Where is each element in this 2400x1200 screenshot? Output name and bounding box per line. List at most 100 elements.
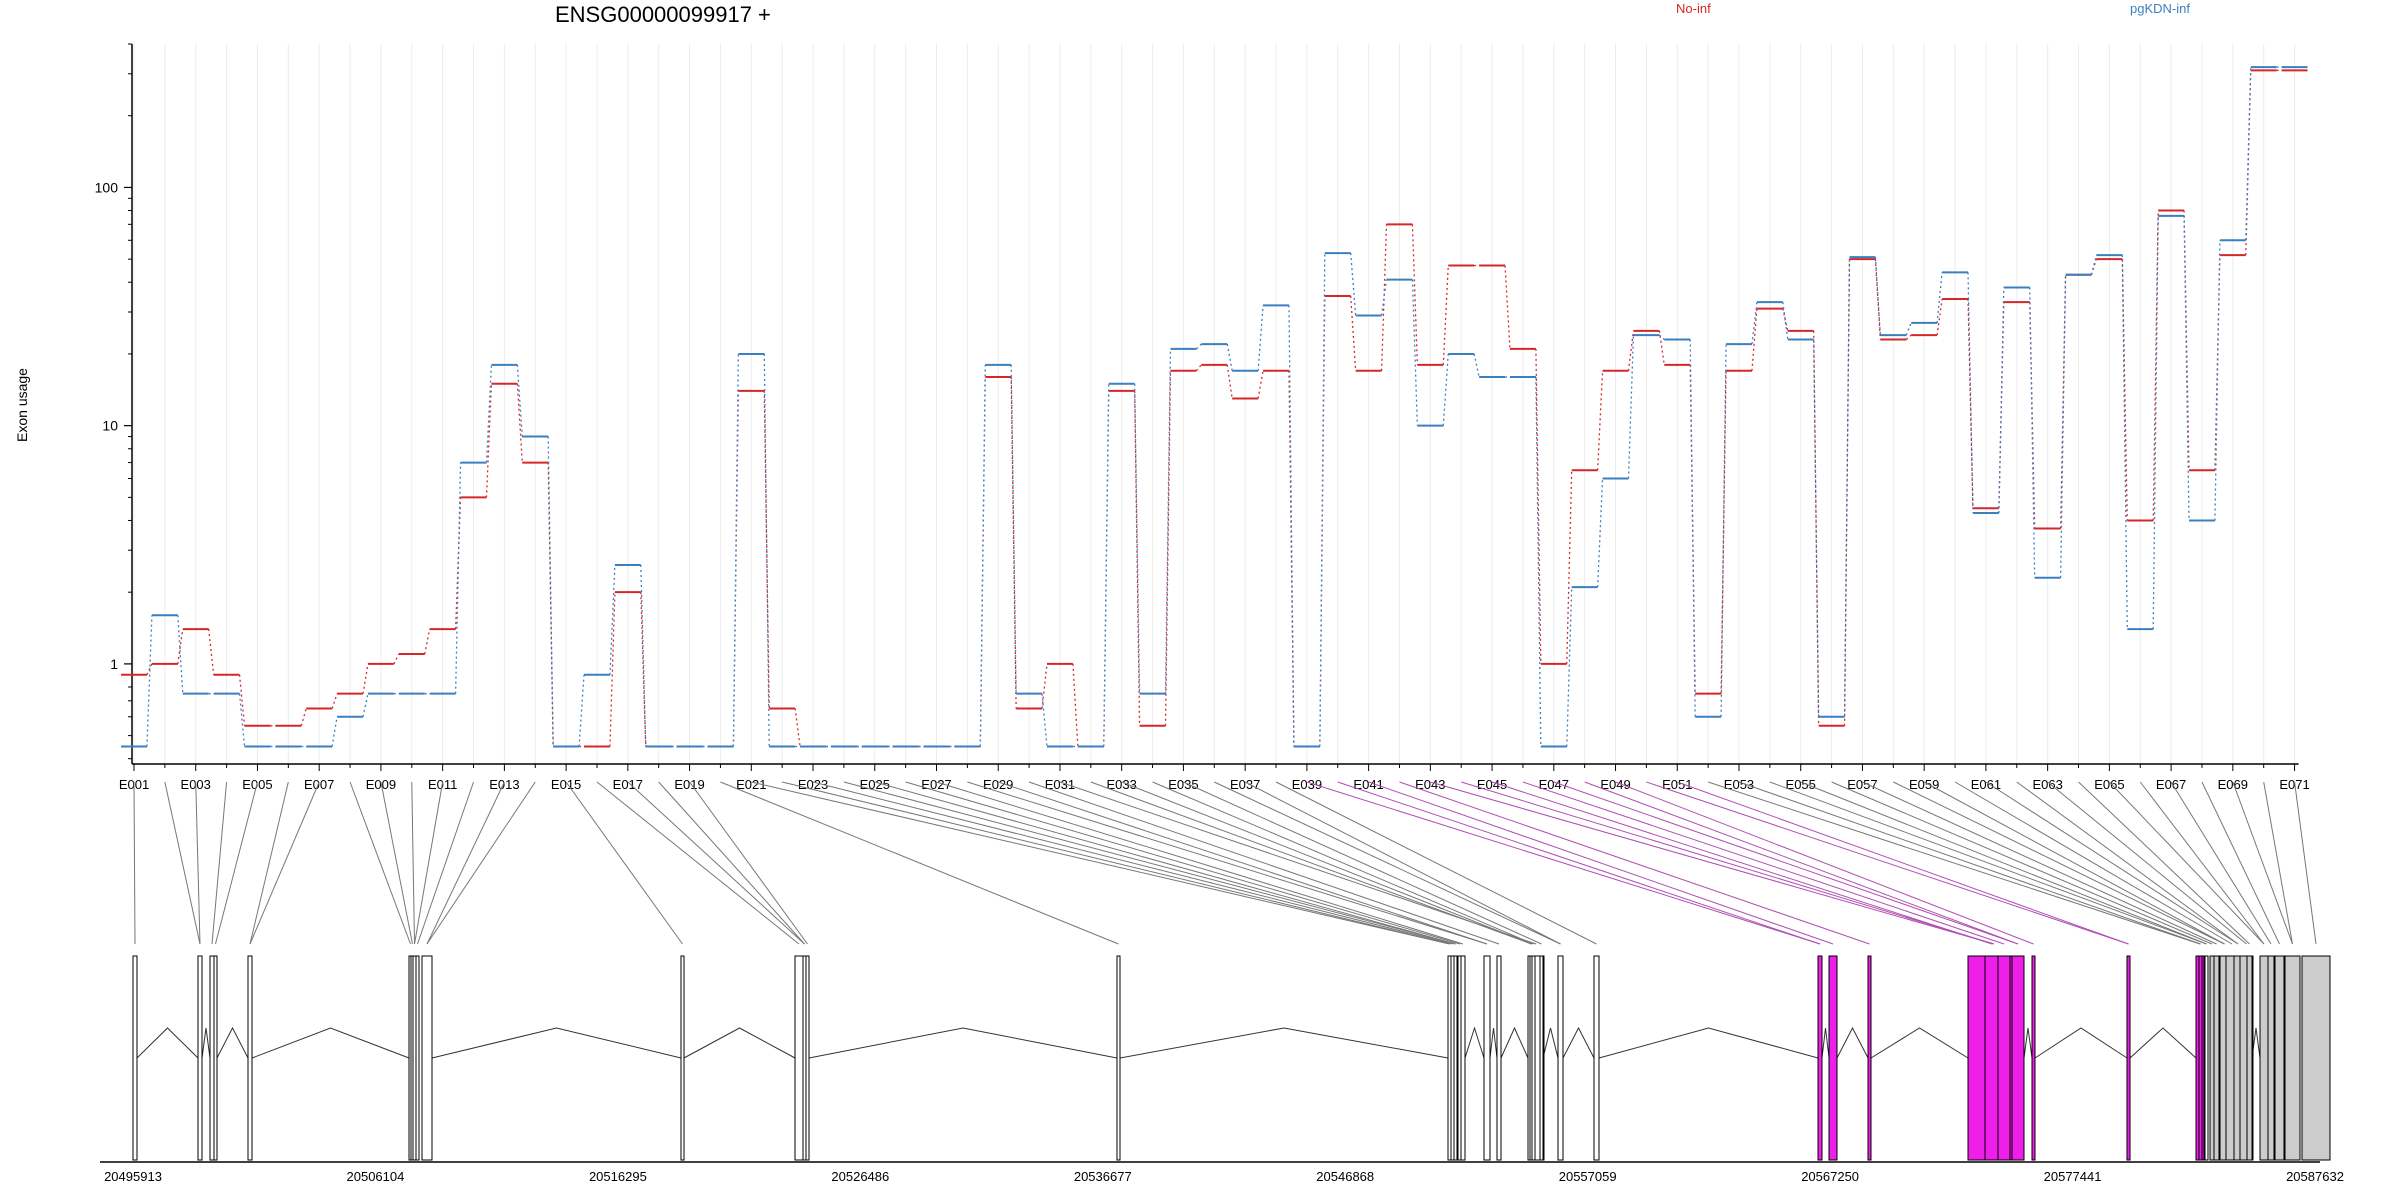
series-connector (1720, 370, 1727, 694)
intron-line (201, 1027, 211, 1059)
exon-connector (1214, 781, 1561, 945)
exon-box (213, 955, 218, 1161)
exon-connector (1461, 781, 1995, 945)
exon-connector (596, 781, 800, 945)
exon-connector (1893, 781, 2225, 945)
series-connector (2059, 274, 2067, 578)
exon-connector (1306, 781, 1821, 945)
series-connector (979, 364, 986, 747)
exon-connector (1275, 781, 1597, 945)
exon-connector (874, 781, 1456, 945)
genomic-tick-label: 20546868 (1316, 1169, 1374, 1184)
genomic-tick-label: 20516295 (589, 1169, 647, 1184)
exon-box (1997, 955, 2011, 1161)
exon-connector (905, 781, 1461, 945)
series-connector (732, 390, 739, 747)
exon-connector (1954, 781, 2233, 945)
series-connector (1257, 305, 1264, 371)
series-connector (1720, 344, 1727, 717)
series-connector (1874, 259, 1882, 340)
genomic-tick-label: 20577441 (2044, 1169, 2102, 1184)
exon-connector (751, 781, 1450, 945)
series-connector (1072, 663, 1079, 747)
x-tick-label: E033 (1107, 777, 1137, 792)
x-tick-label: E051 (1662, 777, 1692, 792)
exon-connector (1707, 781, 2201, 945)
series-connector (331, 693, 338, 709)
series-connector (2245, 67, 2252, 241)
exon-connector (812, 781, 1453, 945)
exon-connector (1244, 781, 1561, 945)
series-connector (1411, 224, 1419, 365)
gene-model (132, 955, 2331, 1161)
series-connector (1103, 390, 1110, 747)
x-tick-label: E069 (2218, 777, 2248, 792)
series-pgkdn-inf (121, 66, 2308, 748)
chart-title: ENSG00000099917 + (555, 2, 771, 27)
x-tick-label: E065 (2094, 777, 2124, 792)
series-connector (1905, 334, 1912, 340)
series-connector (1535, 348, 1542, 664)
exon-box (1453, 955, 1458, 1161)
series-connector (208, 629, 215, 675)
exon-connector (215, 781, 258, 945)
x-tick-label: E057 (1847, 777, 1877, 792)
exon-connector (1923, 781, 2225, 945)
genomic-tick-label: 20567250 (1801, 1169, 1859, 1184)
series-connector (1195, 343, 1202, 350)
exon-connector (380, 781, 413, 945)
exon-connectors (133, 781, 2317, 945)
series-connector (1134, 383, 1141, 694)
series-connector (1782, 308, 1789, 331)
series-connector (393, 653, 400, 665)
exon-box (2209, 955, 2215, 1161)
exon-box (1593, 955, 1600, 1161)
series-connector (1195, 364, 1202, 372)
x-tick-label: E013 (489, 777, 519, 792)
series-connector (362, 693, 369, 717)
exon-connector (2139, 781, 2265, 945)
intron-line (1562, 1026, 1595, 1059)
series-connector (1566, 470, 1573, 664)
exon-connector (195, 781, 201, 945)
exon-connector (1769, 781, 2207, 945)
exon-connector (1399, 781, 1870, 945)
x-tick-label: E031 (1045, 777, 1075, 792)
exon-connector (998, 781, 1488, 945)
exon-connector (349, 781, 411, 945)
exon-connector (133, 781, 136, 945)
exon-connector (2294, 781, 2317, 945)
exon-connector (967, 781, 1488, 945)
series-connector (2090, 254, 2098, 275)
exon-connector (2078, 781, 2250, 945)
exon-connector (1615, 781, 2034, 945)
exon-box (794, 955, 804, 1161)
exon-box (2011, 955, 2025, 1161)
series-connector (609, 592, 616, 747)
y-tick-label: 1 (110, 656, 118, 672)
intron-line (808, 1027, 1118, 1059)
exon-connector (1584, 781, 2019, 945)
exon-connector (1368, 781, 1834, 945)
x-tick-label: E005 (242, 777, 272, 792)
x-tick-label: E035 (1168, 777, 1198, 792)
series-connector (2152, 215, 2159, 630)
intron-line (136, 1027, 199, 1059)
series-connector (1041, 693, 1048, 747)
intron-line (251, 1027, 410, 1059)
series-connector (1905, 322, 1912, 336)
x-tick-label: E041 (1353, 777, 1383, 792)
intron-line (431, 1027, 682, 1059)
intron-line (683, 1027, 796, 1059)
series-connector (1288, 305, 1295, 747)
x-tick-label: E015 (551, 777, 581, 792)
intron-line (2023, 1027, 2033, 1059)
exon-box (1817, 955, 1823, 1161)
exon-connector (936, 781, 1464, 945)
series-connector (547, 462, 554, 747)
exon-box (247, 955, 253, 1161)
series-connector (1596, 370, 1604, 471)
exon-connector (1522, 781, 2005, 945)
series-connector (238, 674, 246, 726)
exon-box (2031, 955, 2036, 1161)
